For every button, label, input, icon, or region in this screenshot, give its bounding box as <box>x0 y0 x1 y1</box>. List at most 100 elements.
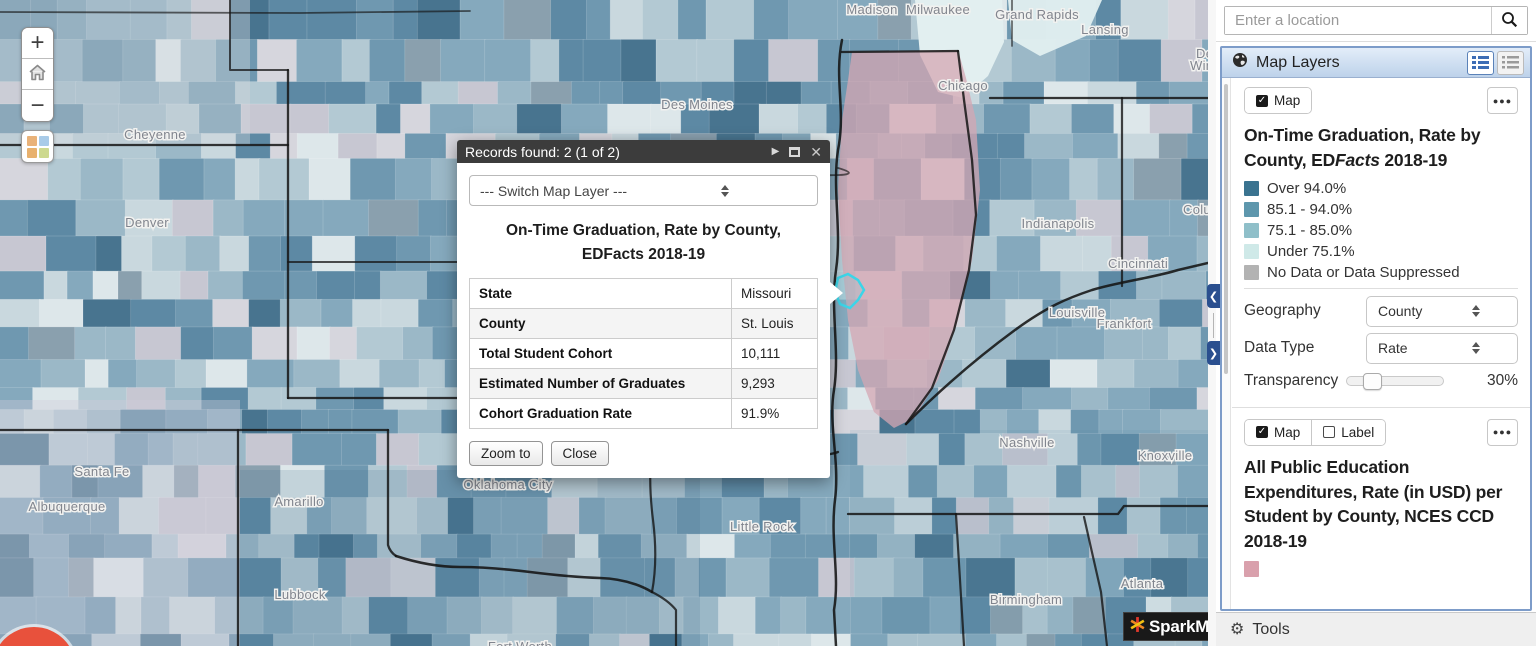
geography-row: Geography County <box>1244 295 1518 327</box>
sparkmap-star-icon <box>1129 616 1146 638</box>
layer1-map-toggle[interactable]: ✓ Map <box>1245 88 1312 113</box>
city-label: Little Rock <box>730 519 794 534</box>
location-search-input[interactable] <box>1225 7 1491 34</box>
basemap-grid-icon <box>26 135 49 158</box>
search-button[interactable] <box>1491 7 1527 34</box>
city-label: Windsor <box>1190 58 1208 73</box>
record-table: State Missouri County St. Louis Total Studen… <box>469 278 818 430</box>
select-arrows-icon <box>1443 305 1508 318</box>
row-label: Estimated Number of Graduates <box>469 368 732 399</box>
city-label: Santa Fe <box>74 464 129 479</box>
tools-section-header[interactable]: ⚙ Tools <box>1216 612 1536 646</box>
city-label: Cincinnati <box>1108 256 1168 271</box>
legend-item: 75.1 - 85.0% <box>1244 222 1518 239</box>
state-borders <box>0 0 1208 646</box>
city-label: Amarillo <box>274 494 323 509</box>
zoom-to-button[interactable]: Zoom to <box>469 441 543 467</box>
legend-label: No Data or Data Suppressed <box>1267 263 1460 281</box>
unchecked-checkbox-icon <box>1323 426 1336 439</box>
legend-label: Under 75.1% <box>1267 242 1355 260</box>
close-popup-icon[interactable]: ✕ <box>810 143 822 160</box>
legend-item: Under 75.1% <box>1244 243 1518 260</box>
tools-label: Tools <box>1252 620 1290 638</box>
legend-swatch <box>1244 201 1259 217</box>
zoom-out-button[interactable]: − <box>22 90 53 121</box>
city-label: Madison <box>846 2 897 17</box>
popup-header[interactable]: Records found: 2 (1 of 2) ▶ ✕ <box>457 140 830 163</box>
row-value: 10,111 <box>731 338 818 369</box>
select-arrows-icon <box>644 184 808 197</box>
location-search-row <box>1216 0 1536 42</box>
geography-select[interactable]: County <box>1366 295 1518 327</box>
popup-button-row: Zoom to Close <box>469 441 818 467</box>
layer1-toggle-group: ✓ Map <box>1244 87 1313 114</box>
layer-card-graduation: ✓ Map ●●● On-Time Graduation, Rate by Co… <box>1232 78 1530 400</box>
transparency-slider-thumb[interactable] <box>1363 372 1383 390</box>
popup-body: --- Switch Map Layer --- On-Time Graduat… <box>457 163 830 478</box>
city-label: Albuquerque <box>28 499 105 514</box>
row-label: Total Student Cohort <box>469 338 732 369</box>
switch-map-layer-value: --- Switch Map Layer --- <box>480 182 628 199</box>
city-label: Des Moines <box>661 97 733 112</box>
table-row: Total Student Cohort 10,111 <box>469 338 818 369</box>
data-type-value: Rate <box>1378 340 1408 357</box>
layer-card-expenditures: ✓ Map Label ●●● All Public Education Exp… <box>1232 415 1530 585</box>
panel-scrollbar-thumb[interactable] <box>1224 84 1228 374</box>
divider <box>1244 287 1518 289</box>
popup-header-title: Records found: 2 (1 of 2) <box>465 143 620 160</box>
maximize-icon[interactable] <box>789 146 801 157</box>
layer2-controls: ✓ Map Label ●●● <box>1244 418 1518 446</box>
divider <box>1232 406 1530 408</box>
basemap-selector-button[interactable] <box>21 130 54 163</box>
row-label: County <box>469 308 732 339</box>
checked-checkbox-icon: ✓ <box>1256 426 1268 439</box>
region-tints <box>0 0 700 646</box>
data-type-row: Data Type Rate <box>1244 332 1518 364</box>
search-icon <box>1501 11 1518 31</box>
row-value: St. Louis <box>731 308 818 339</box>
city-label: Grand Rapids <box>995 7 1079 22</box>
layer2-map-toggle[interactable]: ✓ Map <box>1245 419 1312 445</box>
collapse-sidebar-handle[interactable]: ❮ <box>1207 284 1220 308</box>
city-label: Frankfort <box>1097 316 1152 331</box>
transparency-label: Transparency <box>1244 371 1339 389</box>
city-label: Chicago <box>938 78 988 93</box>
map-layers-title: Map Layers <box>1256 53 1340 71</box>
gear-icon: ⚙ <box>1230 620 1245 638</box>
transparency-slider[interactable] <box>1346 372 1445 390</box>
layer-view-toggle <box>1467 50 1524 75</box>
layer1-menu-button[interactable]: ●●● <box>1487 87 1518 114</box>
map-zoom-controls: + − <box>21 27 54 122</box>
legend-label: 85.1 - 94.0% <box>1267 200 1353 218</box>
panel-scrollbar[interactable] <box>1222 78 1231 609</box>
sparkmap-logo: SparkMap <box>1123 612 1208 641</box>
expand-sidebar-handle[interactable]: ❯ <box>1207 341 1220 365</box>
data-type-select[interactable]: Rate <box>1366 332 1518 364</box>
data-type-label: Data Type <box>1244 339 1315 357</box>
row-label: State <box>469 278 732 309</box>
compact-list-view-button[interactable] <box>1497 50 1524 75</box>
layer2-menu-button[interactable]: ●●● <box>1487 418 1518 446</box>
layer2-map-toggle-label: Map <box>1274 424 1301 440</box>
table-row: Cohort Graduation Rate 91.9% <box>469 398 818 429</box>
illinois-highlight <box>838 50 980 428</box>
legend-swatch <box>1244 264 1259 280</box>
home-button[interactable] <box>22 59 53 90</box>
table-row: State Missouri <box>469 278 818 309</box>
zoom-in-button[interactable]: + <box>22 28 53 59</box>
globe-icon <box>1232 52 1248 73</box>
close-button[interactable]: Close <box>550 441 610 467</box>
popup-callout-arrow <box>830 282 843 304</box>
layer1-title: On-Time Graduation, Rate by County, EDFa… <box>1244 125 1481 170</box>
legend-item: 85.1 - 94.0% <box>1244 201 1518 218</box>
detailed-list-view-button[interactable] <box>1467 50 1494 75</box>
next-record-icon[interactable]: ▶ <box>771 145 780 157</box>
layer2-label-toggle-label: Label <box>1341 424 1375 440</box>
city-label: Indianapolis <box>1022 216 1095 231</box>
switch-map-layer-select[interactable]: --- Switch Map Layer --- <box>469 175 818 206</box>
layer2-label-toggle[interactable]: Label <box>1311 419 1386 445</box>
city-label: Birmingham <box>990 592 1062 607</box>
records-popup: Records found: 2 (1 of 2) ▶ ✕ --- Switch… <box>457 140 843 479</box>
